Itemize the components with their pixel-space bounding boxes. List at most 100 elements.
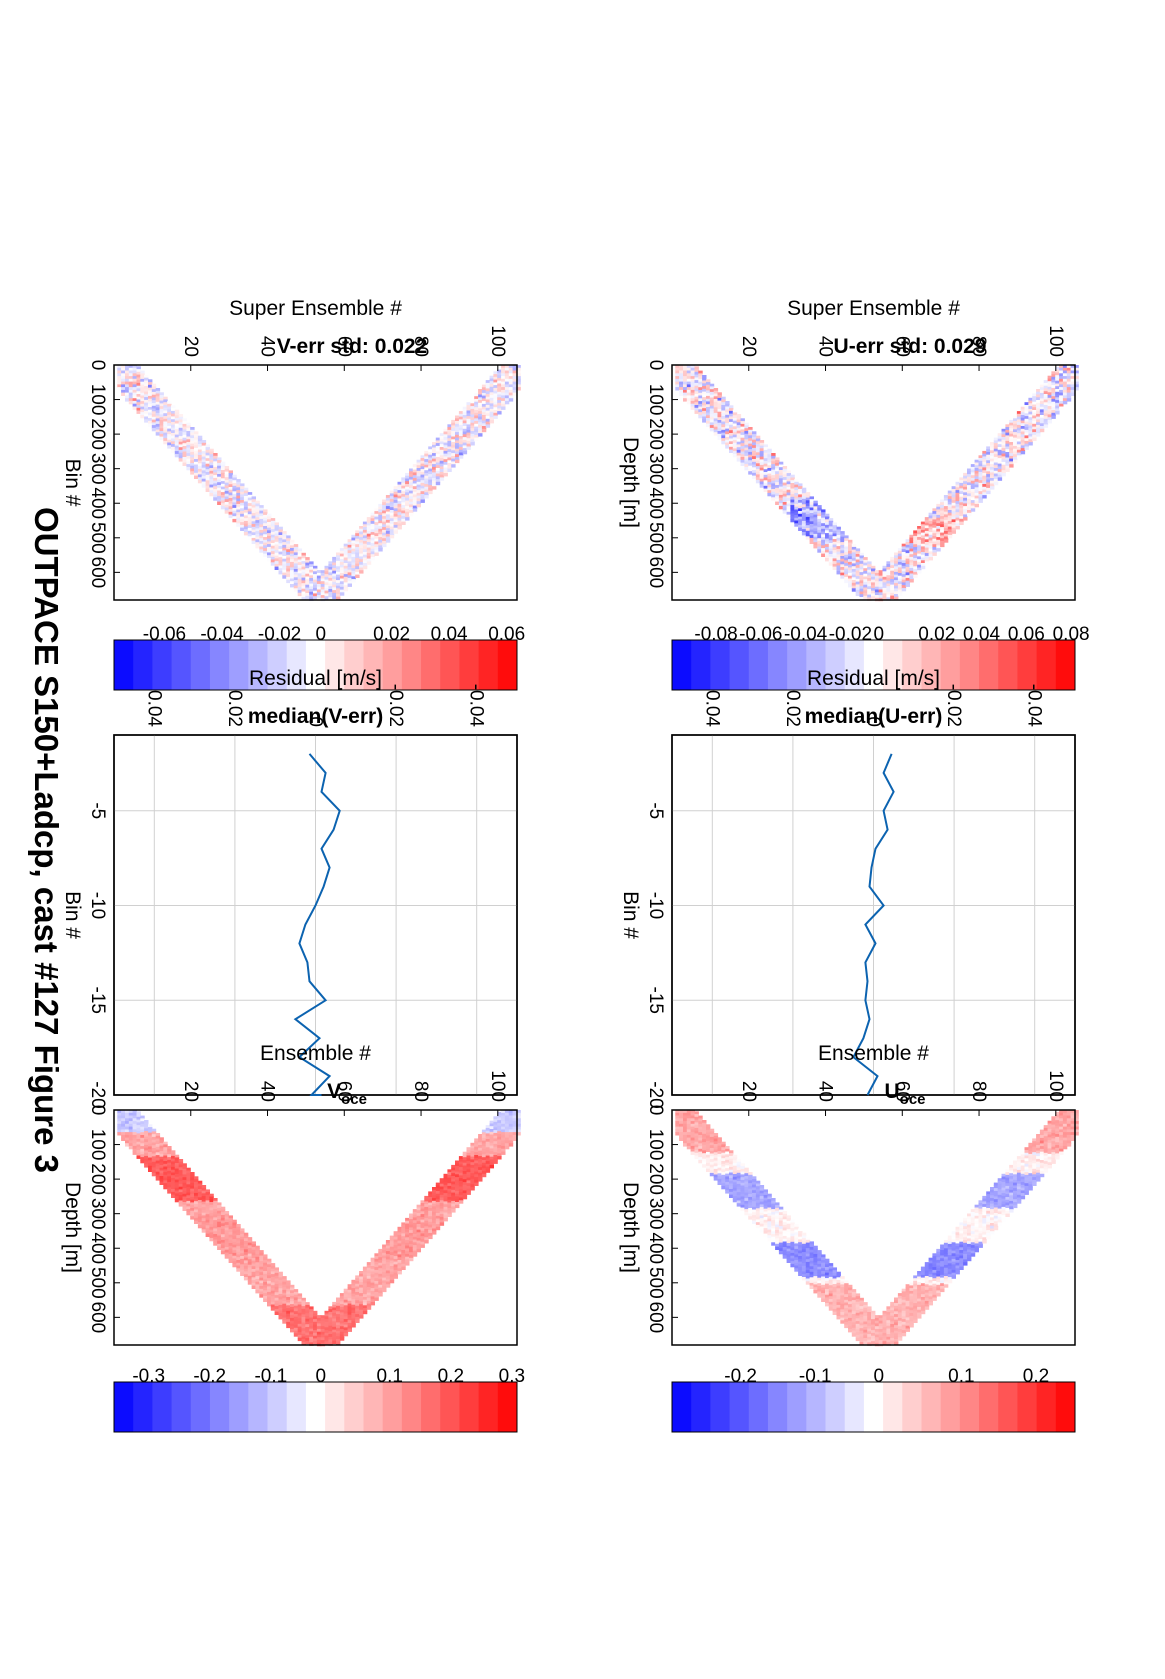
heatmap-cell [736, 430, 742, 435]
heatmap-cell [778, 483, 784, 488]
heatmap-cell [767, 468, 772, 472]
heatmap-cell [702, 383, 707, 387]
heatmap-cell [775, 476, 780, 481]
heatmap-cell [702, 388, 707, 393]
heatmap-cell [397, 526, 402, 530]
heatmap-cell [989, 1231, 995, 1235]
heatmap-cell [220, 505, 226, 510]
heatmap-cell [705, 415, 711, 419]
heatmap-cell [771, 469, 776, 474]
heatmap-cell [698, 376, 703, 380]
heatmap-cell [1009, 1209, 1014, 1213]
heatmap-cell [755, 463, 761, 467]
heatmap-cell [751, 442, 757, 446]
heatmap-cell [228, 514, 233, 518]
heatmap-cell [675, 376, 680, 380]
heatmap-cell [840, 1320, 845, 1324]
heatmap-cell [897, 592, 903, 596]
heatmap-cell [690, 376, 695, 380]
y-tick-label: 500 [645, 1267, 666, 1299]
heatmap-cell [751, 475, 757, 480]
heatmap-cell [690, 400, 695, 405]
heatmap-cell [947, 1279, 953, 1284]
heatmap-cell [186, 466, 191, 471]
heatmap-cell [767, 448, 772, 453]
heatmap-cell [1051, 1160, 1056, 1164]
heatmap-cell [767, 454, 772, 458]
heatmap-cell [786, 478, 791, 483]
heatmap-cell [725, 414, 730, 419]
heatmap-cell [690, 395, 695, 399]
heatmap-cell [782, 466, 788, 470]
heatmap-cell [167, 445, 172, 449]
heatmap-cell [763, 474, 768, 479]
heatmap-cell [717, 428, 722, 432]
heatmap-cell [117, 387, 122, 391]
heatmap-cell [694, 371, 699, 376]
heatmap-cell [1051, 415, 1056, 419]
heatmap-cell [721, 416, 726, 420]
heatmap-cell [782, 1255, 788, 1259]
heatmap-cell [709, 403, 715, 407]
heatmap-cell [698, 395, 703, 399]
heatmap-cell [412, 508, 418, 512]
heatmap-cell [759, 481, 765, 485]
heatmap-cell [728, 413, 734, 418]
heatmap-cell [763, 449, 768, 454]
heatmap-cell [698, 384, 703, 388]
heatmap-cell [728, 430, 734, 434]
heatmap-cell [836, 1316, 841, 1320]
colorbar-swatch [997, 640, 1018, 690]
heatmap-cell [728, 449, 734, 454]
heatmap-cell [713, 426, 719, 431]
heatmap-cell [702, 410, 707, 415]
heatmap-cell [1043, 424, 1049, 428]
heatmap-cell [324, 596, 329, 600]
heatmap-cell [370, 557, 375, 561]
heatmap-cell [713, 390, 719, 395]
heatmap-cell [786, 489, 791, 494]
heatmap-cell [775, 460, 780, 464]
heatmap-cell [755, 477, 761, 481]
heatmap-cell [679, 384, 684, 388]
heatmap-cell [297, 592, 303, 597]
colorbar-swatch [863, 1382, 884, 1432]
heatmap-cell [174, 453, 180, 458]
heatmap-cell [682, 392, 688, 397]
heatmap-cell [732, 453, 738, 458]
heatmap-cell [732, 434, 738, 439]
heatmap-cell [679, 373, 684, 377]
heatmap-cell [728, 446, 734, 451]
x-tick-label: 20 [738, 1081, 759, 1102]
heatmap-cell [424, 495, 429, 499]
heatmap-cell [744, 431, 749, 435]
heatmap-cell [767, 490, 772, 494]
colorbar-swatch [709, 1382, 730, 1432]
heatmap-cell [721, 407, 726, 412]
heatmap-cell [690, 387, 695, 391]
colorbar-swatch [978, 1382, 999, 1432]
colorbar-tick-label: 0 [874, 624, 885, 645]
colorbar-swatch [690, 1382, 711, 1432]
heatmap-cell [778, 503, 784, 507]
colorbar-swatch [1016, 640, 1037, 690]
heatmap-cell [763, 488, 768, 493]
heatmap-cell [763, 460, 768, 465]
heatmap-cell [698, 387, 703, 391]
heatmap-cell [855, 592, 861, 597]
colorbar-swatch [671, 1382, 692, 1432]
heatmap-cell [1043, 1169, 1049, 1173]
heatmap-cell [732, 448, 738, 452]
heatmap-cell [782, 488, 788, 492]
heatmap-cell [755, 466, 761, 470]
heatmap-cell [786, 487, 791, 491]
x-tick-label: 0.04 [701, 690, 722, 727]
heatmap-cell [763, 480, 768, 484]
heatmap-cell [751, 447, 757, 452]
heatmap-cell [366, 561, 372, 565]
heatmap-cell [786, 495, 791, 499]
heatmap-cell [771, 461, 776, 465]
x-axis-label: Super Ensemble # [787, 297, 960, 320]
heatmap-cell [809, 1285, 814, 1289]
heatmap-cell [771, 477, 776, 482]
